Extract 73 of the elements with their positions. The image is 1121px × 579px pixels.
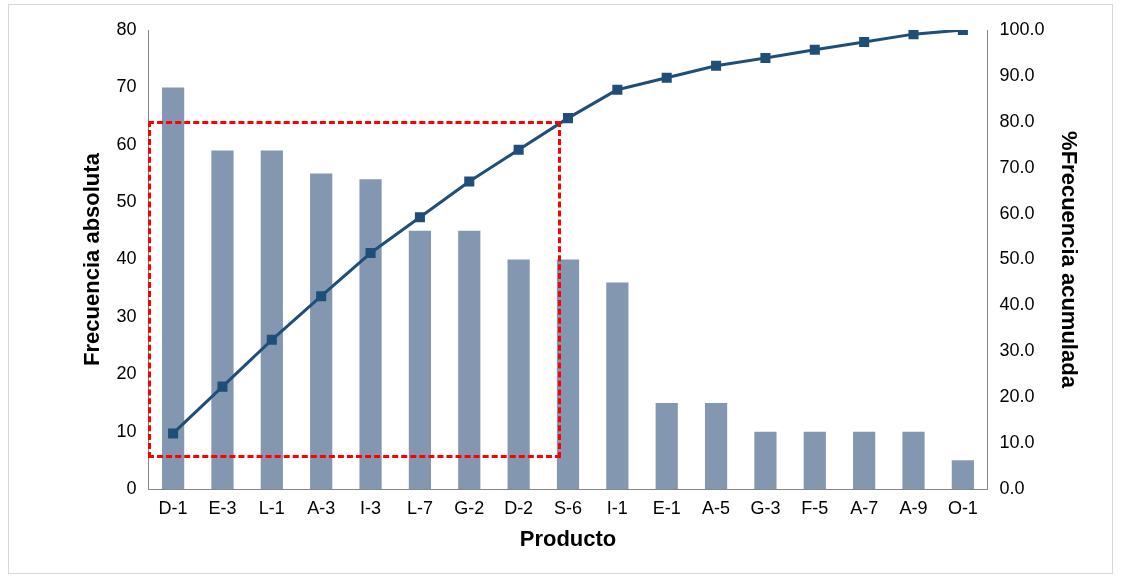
bar xyxy=(458,230,481,489)
bar xyxy=(704,402,728,489)
bar xyxy=(951,460,974,489)
bar xyxy=(211,150,234,489)
x-tick-label: S-6 xyxy=(553,497,582,518)
point xyxy=(316,291,327,302)
y-tick-label: 30 xyxy=(116,305,137,326)
y-tick-label: 60 xyxy=(116,133,137,154)
x-tick-label: I-1 xyxy=(606,497,628,518)
bar xyxy=(556,259,580,489)
x-tick-label: A-3 xyxy=(307,497,336,518)
bar xyxy=(162,87,185,489)
x-axis-title: Producto xyxy=(519,525,617,551)
point xyxy=(562,113,574,124)
point xyxy=(266,334,277,345)
point xyxy=(859,36,870,47)
y2-tick-label: 30.0 xyxy=(999,340,1035,361)
y2-tick-label: 70.0 xyxy=(999,156,1035,177)
point xyxy=(661,72,672,83)
bar xyxy=(902,431,925,489)
bar xyxy=(260,150,283,489)
point xyxy=(168,428,179,439)
x-tick-label: F-5 xyxy=(801,497,829,518)
y2-tick-label: 90.0 xyxy=(999,64,1035,85)
y2-tick-label: 80.0 xyxy=(999,110,1035,131)
y-tick-label: 50 xyxy=(116,191,137,212)
point xyxy=(760,52,771,64)
point xyxy=(711,60,722,71)
bar xyxy=(803,431,826,489)
y-tick-label: 40 xyxy=(116,248,137,269)
bar xyxy=(606,282,629,489)
y2-tick-label: 0.0 xyxy=(999,477,1025,498)
bar xyxy=(359,179,382,489)
y2-tick-label: 10.0 xyxy=(999,432,1035,453)
x-tick-label: L-1 xyxy=(258,497,285,518)
y2-tick-label: 50.0 xyxy=(999,248,1035,269)
point xyxy=(809,44,820,55)
y2-tick-label: 20.0 xyxy=(999,386,1035,407)
bar xyxy=(655,402,678,489)
y-tick-label: 0 xyxy=(126,477,137,498)
point xyxy=(414,212,425,223)
y2-tick-label: 40.0 xyxy=(999,294,1035,315)
y2-tick-label: 60.0 xyxy=(999,202,1035,223)
x-tick-label: L-7 xyxy=(406,497,433,518)
x-tick-label: D-1 xyxy=(158,497,188,518)
x-tick-label: G-2 xyxy=(454,497,485,518)
bar xyxy=(408,230,432,489)
bar xyxy=(754,431,777,489)
bar xyxy=(507,259,530,489)
point xyxy=(513,144,524,155)
y2-tick-label: 100.0 xyxy=(999,18,1045,39)
x-tick-label: A-7 xyxy=(850,497,879,518)
bar xyxy=(853,431,876,489)
y-axis-title: Frecuencia absoluta xyxy=(79,152,105,366)
x-tick-label: O-1 xyxy=(947,497,978,518)
point xyxy=(612,84,623,95)
x-tick-label: D-2 xyxy=(504,497,534,518)
point xyxy=(464,176,475,187)
point xyxy=(908,30,919,40)
y2-axis-title: %Frecuencia acumulada xyxy=(1056,131,1082,389)
x-tick-label: G-3 xyxy=(750,497,781,518)
x-tick-label: A-5 xyxy=(702,497,731,518)
y-tick-label: 10 xyxy=(116,420,137,441)
point xyxy=(365,248,376,259)
x-tick-label: I-3 xyxy=(360,497,382,518)
point xyxy=(217,381,228,392)
y-tick-label: 20 xyxy=(116,363,137,384)
y-tick-label: 80 xyxy=(116,18,137,39)
x-tick-label: E-3 xyxy=(208,497,237,518)
x-tick-label: E-1 xyxy=(652,497,681,518)
bar xyxy=(310,173,333,489)
y-tick-label: 70 xyxy=(116,76,137,97)
x-tick-label: A-9 xyxy=(899,497,928,518)
